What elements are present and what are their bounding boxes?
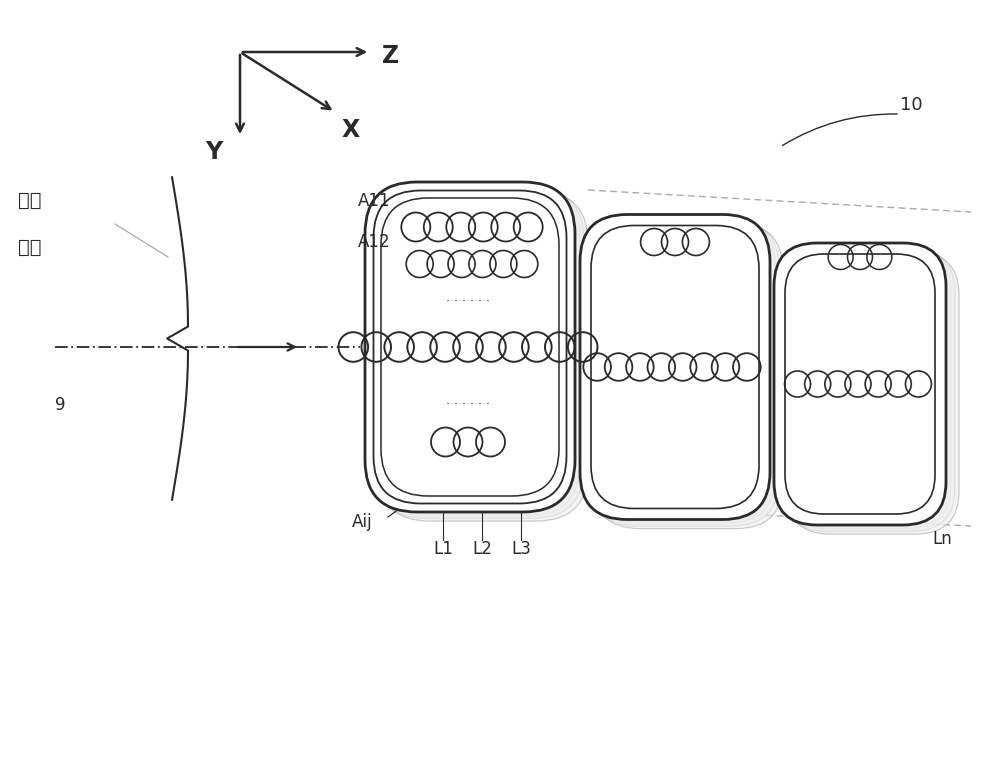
Text: A12: A12 [358,233,391,251]
FancyBboxPatch shape [378,191,588,521]
Text: 皮肤: 皮肤 [18,190,42,210]
Text: Z: Z [382,44,399,68]
Text: L1: L1 [433,540,453,558]
FancyBboxPatch shape [374,188,584,518]
Text: 表皮: 表皮 [18,238,42,257]
FancyBboxPatch shape [370,185,580,516]
FancyBboxPatch shape [589,221,779,526]
Text: L3: L3 [511,540,531,558]
Text: Y: Y [205,140,222,164]
Text: . . . . . .: . . . . . . [446,393,490,406]
FancyBboxPatch shape [783,249,955,531]
Text: 10: 10 [900,96,923,114]
Text: X: X [342,118,360,142]
Text: Aij: Aij [352,513,373,531]
FancyBboxPatch shape [580,214,770,520]
Text: . . . . . .: . . . . . . [446,290,490,303]
FancyBboxPatch shape [593,223,783,529]
FancyBboxPatch shape [779,246,951,529]
FancyBboxPatch shape [365,182,575,512]
Text: A11: A11 [358,192,391,210]
Text: 9: 9 [55,396,66,414]
Text: L2: L2 [472,540,492,558]
FancyBboxPatch shape [585,218,775,523]
FancyBboxPatch shape [787,252,959,534]
Text: Ln: Ln [932,530,952,548]
FancyBboxPatch shape [774,243,946,525]
